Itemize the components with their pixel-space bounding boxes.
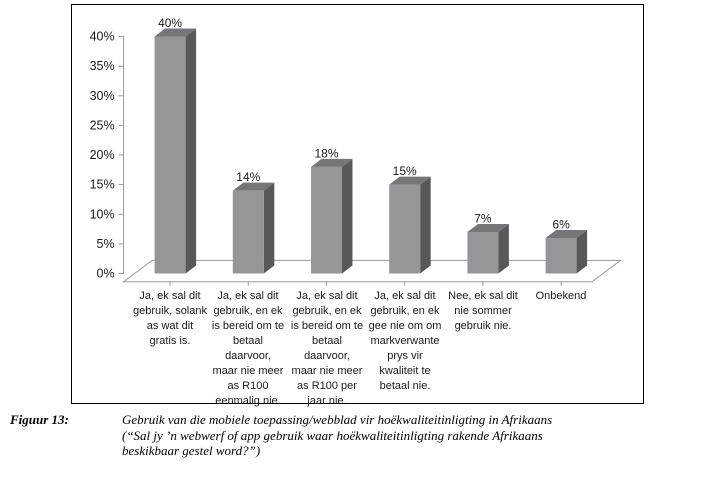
svg-text:20%: 20%: [90, 148, 115, 162]
svg-text:0%: 0%: [97, 267, 115, 281]
svg-text:35%: 35%: [90, 59, 115, 73]
svg-text:40%: 40%: [158, 16, 182, 30]
svg-text:15%: 15%: [90, 178, 115, 192]
svg-text:25%: 25%: [90, 118, 115, 132]
svg-text:30%: 30%: [90, 89, 115, 103]
svg-text:18%: 18%: [314, 146, 338, 160]
svg-text:7%: 7%: [474, 212, 492, 226]
svg-text:15%: 15%: [393, 164, 417, 178]
svg-text:40%: 40%: [90, 30, 115, 44]
svg-text:5%: 5%: [97, 237, 115, 251]
svg-text:14%: 14%: [236, 170, 260, 184]
svg-text:6%: 6%: [552, 218, 570, 232]
svg-text:10%: 10%: [90, 207, 115, 221]
